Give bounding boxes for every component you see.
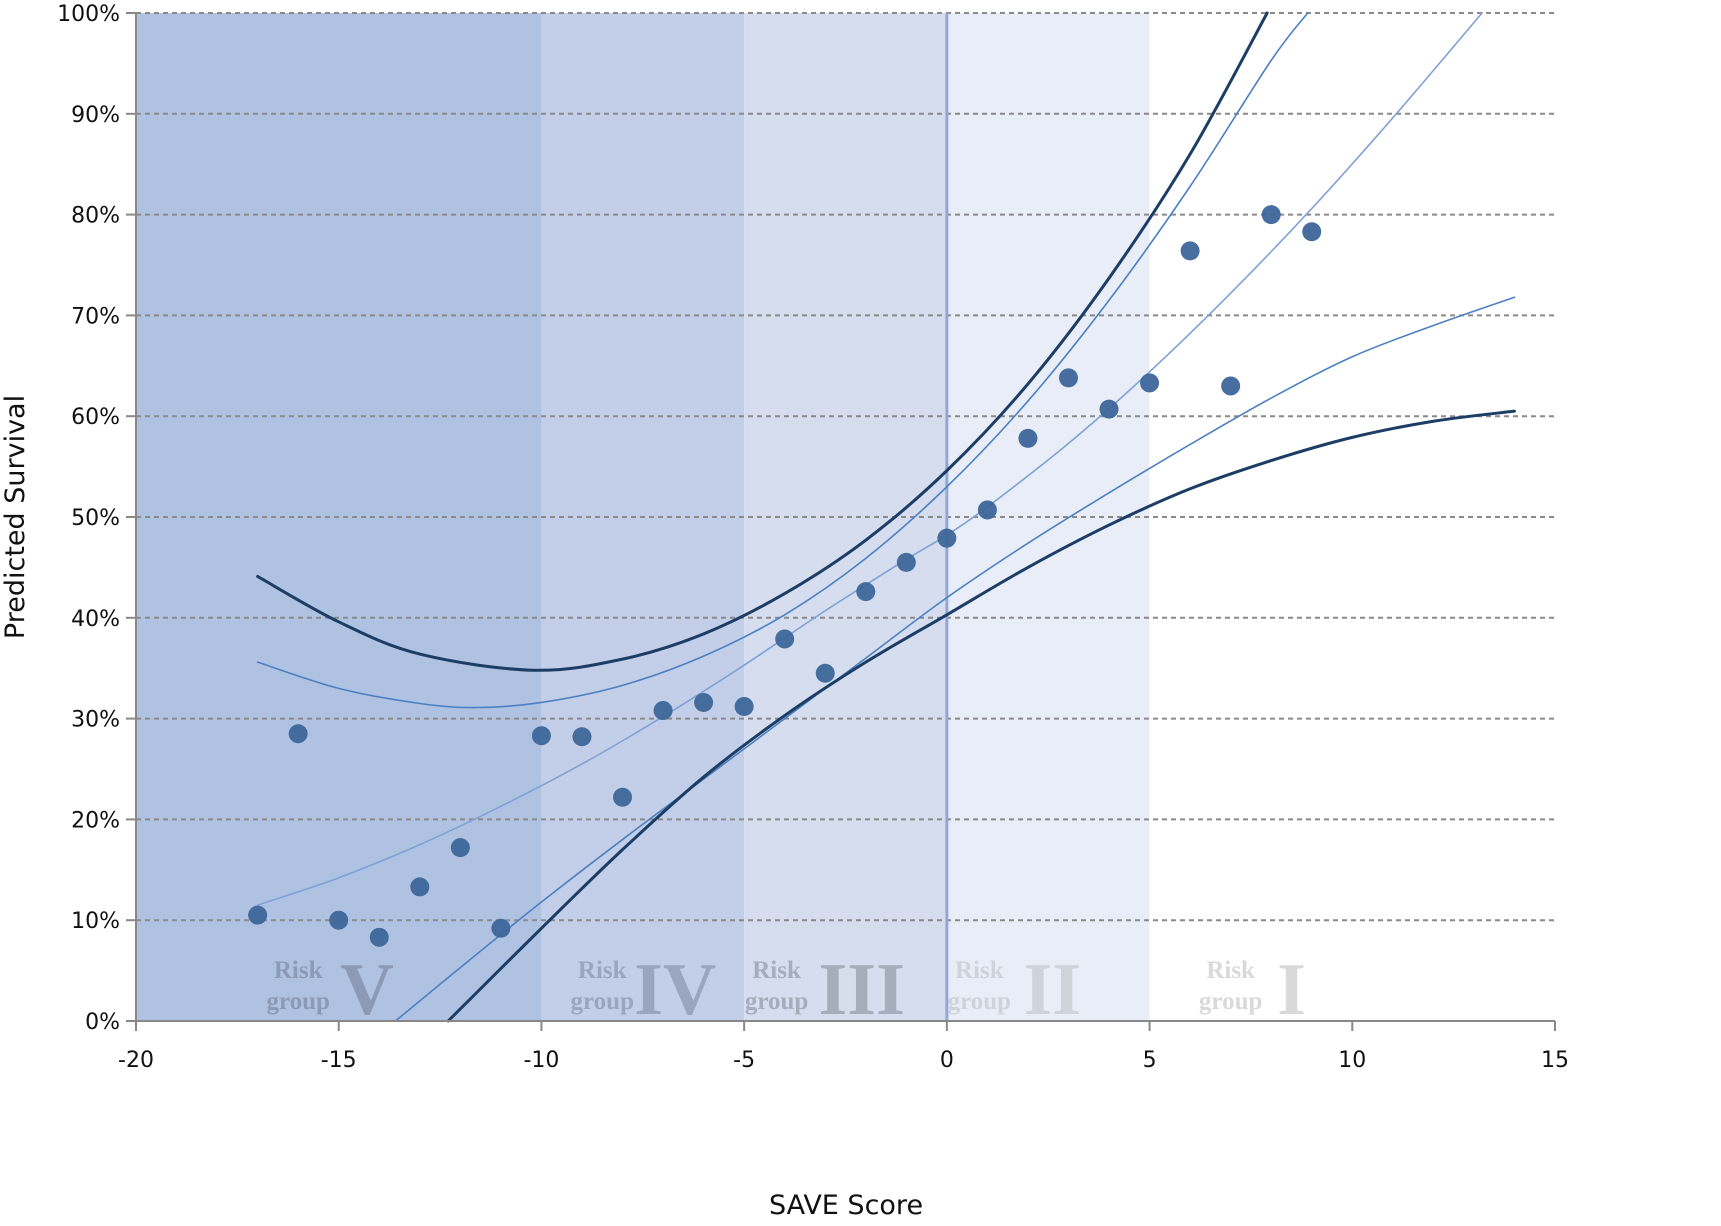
gridlines (136, 12, 1555, 922)
group-label: group (266, 988, 329, 1015)
curve-line (256, 11, 1269, 672)
data-point (1302, 222, 1322, 242)
group-label: group (1199, 988, 1262, 1015)
risk-label: Risk (274, 957, 323, 984)
data-point (1099, 399, 1119, 419)
curve-line (256, 12, 1309, 709)
data-point (613, 787, 633, 807)
data-point (491, 918, 511, 938)
curve-line (256, 12, 1483, 906)
y-tick-label: 90% (71, 103, 120, 128)
data-point (775, 629, 795, 649)
y-tick-label: 60% (71, 405, 120, 430)
y-tick-label: 20% (71, 808, 120, 833)
axes: 0% 10% 20% 30% 40% 50% 60% 70% 80% 90% 100% -20 -15 -… (57, 2, 1569, 1073)
risk-numeral: II (1023, 949, 1081, 1031)
x-tick-label: 5 (1143, 1048, 1157, 1073)
x-tick-label: 15 (1541, 1048, 1569, 1073)
y-tick-label: 70% (71, 304, 120, 329)
curve-line (394, 296, 1516, 1022)
data-point (896, 552, 916, 572)
data-point (1140, 373, 1160, 393)
risk-numeral: III (819, 949, 905, 1031)
x-tick-label: -20 (118, 1048, 154, 1073)
data-point (288, 724, 308, 744)
data-point (248, 905, 268, 925)
data-point (450, 838, 470, 858)
x-tick-label: -15 (321, 1048, 357, 1073)
risk-band-III (744, 13, 947, 1021)
risk-label: Risk (955, 957, 1004, 984)
x-axis-title: SAVE Score (769, 1190, 923, 1221)
curves (256, 11, 1516, 1023)
data-point (369, 927, 389, 947)
x-tick-label: 0 (940, 1048, 954, 1073)
group-label: group (745, 988, 808, 1015)
data-point (653, 701, 673, 721)
curve-line (446, 409, 1516, 1023)
data-point (531, 726, 551, 746)
data-points (248, 205, 1322, 947)
group-label: group (948, 988, 1011, 1015)
risk-numeral: V (340, 949, 393, 1031)
data-point (734, 697, 754, 717)
data-point (694, 692, 714, 712)
data-point (329, 910, 349, 930)
risk-label: Risk (1206, 957, 1255, 984)
risk-numeral: IV (634, 949, 716, 1031)
data-point (815, 663, 835, 683)
x-tick-label: -10 (523, 1048, 559, 1073)
data-point (1261, 205, 1281, 225)
y-tick-label: 40% (71, 607, 120, 632)
y-tick-label: 80% (71, 204, 120, 229)
data-point (856, 582, 876, 602)
y-tick-label: 30% (71, 708, 120, 733)
y-tick-label: 0% (85, 1010, 120, 1035)
group-label: group (571, 988, 634, 1015)
risk-label: Risk (752, 957, 801, 984)
data-point (977, 500, 997, 520)
data-point (1018, 428, 1038, 448)
data-point (937, 528, 957, 548)
data-point (1221, 376, 1241, 396)
y-tick-label: 50% (71, 506, 120, 531)
x-tick-label: -5 (733, 1048, 755, 1073)
y-tick-label: 100% (57, 2, 120, 27)
data-point (410, 877, 430, 897)
y-axis-title: Predicted Survival (0, 395, 31, 639)
y-tick-label: 10% (71, 909, 120, 934)
data-point (1058, 368, 1078, 388)
risk-numeral: I (1277, 949, 1306, 1031)
data-point (572, 727, 592, 747)
data-point (1180, 241, 1200, 261)
risk-label: Risk (578, 957, 627, 984)
x-tick-label: 10 (1338, 1048, 1366, 1073)
